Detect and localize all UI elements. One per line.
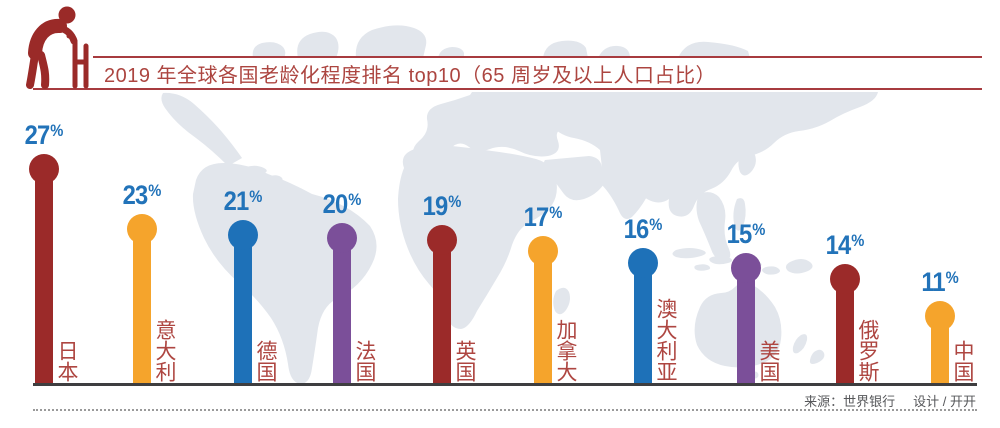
country-label: 德国 [254,340,277,382]
map-central-america [161,92,242,166]
pin-head [925,301,955,331]
source-note: 来源：世界银行 [804,394,896,409]
value-label: 19% [423,193,462,220]
country-label: 美国 [757,340,780,382]
country-label: 加拿大 [554,319,577,382]
pin-stick [35,168,53,383]
pin-head [528,236,558,266]
chart-title: 2019 年全球各国老龄化程度排名 top10（65 周岁及以上人口占比） [104,64,716,87]
value-unit: % [945,268,959,288]
value-number: 19 [422,191,449,221]
country-label: 英国 [453,340,476,382]
pin-canada: 17% 加拿大 [524,204,577,383]
value-label: 21% [224,188,263,215]
value-unit: % [348,190,362,210]
value-unit: % [148,181,162,201]
value-label: 11% [921,269,958,296]
pin-china: 11% 中国 [921,269,974,383]
value-label: 20% [323,191,362,218]
value-label: 27% [25,122,64,149]
pin-stick [737,267,755,383]
icon-head [58,6,76,24]
value-number: 11 [921,267,945,297]
pin-head [228,220,258,250]
pin-stick [433,239,451,383]
axis-baseline [33,383,977,386]
country-label: 意大利 [153,319,176,382]
pin-france: 20% 法国 [323,191,376,383]
pin-japan: 27% 日本 [25,122,78,383]
pin-australia: 16% 澳大利亚 [624,216,677,383]
value-number: 23 [122,180,149,210]
country-label: 法国 [353,340,376,382]
map-arctic-islands [252,25,750,58]
design-credit: 设计 / 开开 [913,394,976,409]
pin-stick [133,228,151,383]
value-label: 16% [624,216,663,243]
pin-stick [333,237,351,383]
pin-head [327,223,357,253]
title-rule-extension [33,88,93,90]
value-number: 14 [825,230,852,260]
value-label: 17% [524,204,563,231]
pin-stick [931,315,949,383]
map-philippines [733,198,746,231]
value-number: 16 [623,214,650,244]
icon-front-leg [37,51,50,89]
map-asia [540,92,878,217]
map-india [596,163,653,219]
pin-stick [534,250,552,383]
value-unit: % [448,192,462,212]
country-label: 日本 [55,340,78,382]
pin-head [127,214,157,244]
pin-head [830,264,860,294]
title-band: 2019 年全球各国老龄化程度排名 top10（65 周岁及以上人口占比） [93,56,982,90]
map-madagascar [553,287,570,315]
icon-back-leg [26,51,39,89]
value-number: 21 [223,186,250,216]
footer-notes: 来源：世界银行 设计 / 开开 [804,391,976,410]
pin-head [29,154,59,184]
elderly-person-walker-icon [26,6,89,89]
value-unit: % [50,121,64,141]
country-label: 中国 [951,340,974,382]
pin-stick [234,234,252,383]
value-unit: % [649,215,663,235]
icon-torso [28,19,67,60]
pin-stick [634,262,652,383]
pin-uk: 19% 英国 [423,193,476,383]
map-japan-islands [738,150,756,176]
value-unit: % [752,220,766,240]
value-unit: % [851,231,865,251]
country-label: 澳大利亚 [654,298,677,382]
map-new-zealand [792,334,825,364]
value-label: 23% [123,182,162,209]
pin-russia: 14% 俄罗斯 [826,232,879,383]
country-label: 俄罗斯 [856,319,879,382]
pin-italy: 23% 意大利 [123,182,176,383]
value-unit: % [249,187,263,207]
value-number: 20 [322,189,349,219]
bottom-dotted-rule [33,409,977,411]
pin-usa: 15% 美国 [727,221,780,383]
map-arabia [543,156,607,201]
map-south-america [192,162,377,384]
pin-stick [836,278,854,383]
map-indochina [696,192,731,261]
value-number: 27 [24,120,51,150]
pin-head [731,253,761,283]
value-label: 14% [826,232,865,259]
pin-head [628,248,658,278]
icon-walker-frame [66,33,89,89]
value-unit: % [549,203,563,223]
pin-head [427,225,457,255]
value-number: 17 [523,202,550,232]
pin-germany: 21% 德国 [224,188,277,383]
value-label: 15% [727,221,766,248]
value-number: 15 [726,219,753,249]
